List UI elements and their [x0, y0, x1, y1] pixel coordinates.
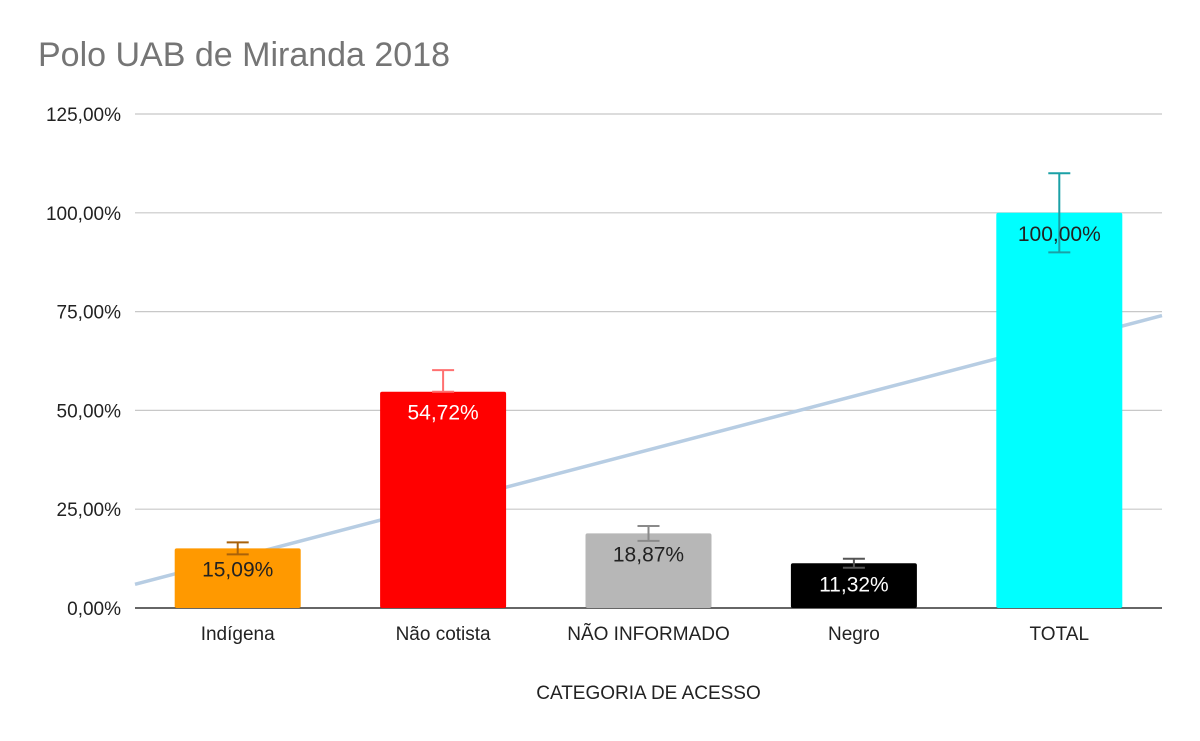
data-label: 54,72%	[407, 402, 478, 425]
bar	[996, 212, 1123, 609]
x-category-label: NÃO INFORMADO	[567, 623, 730, 645]
data-labels-group: 15,09% 54,72% 18,87% 11,32% 100,00%	[202, 223, 1101, 596]
x-category-label: TOTAL	[1030, 624, 1089, 645]
x-axis-title: CATEGORIA DE ACESSO	[536, 683, 761, 704]
chart-title: Polo UAB de Miranda 2018	[38, 36, 451, 74]
trendline-group	[134, 313, 1163, 586]
gridlines	[135, 113, 1162, 609]
y-tick-label: 25,00%	[57, 500, 122, 521]
y-tick-label: 0,00%	[67, 599, 121, 620]
data-label: 18,87%	[613, 543, 684, 566]
data-label: 11,32%	[819, 573, 889, 596]
bar	[790, 563, 917, 608]
x-category-label: Não cotista	[396, 624, 491, 645]
y-tick-label: 125,00%	[46, 105, 121, 126]
data-label: 100,00%	[1018, 223, 1101, 246]
x-category-label: Negro	[828, 624, 880, 645]
trendline	[134, 313, 1163, 586]
error-bars-group	[226, 172, 1071, 569]
x-category-label: Indígena	[201, 624, 275, 645]
y-axis-ticks: 0,00% 25,00% 50,00% 75,00% 100,00% 125,00%	[46, 105, 121, 620]
bars-group	[174, 212, 1123, 609]
bar	[174, 548, 301, 608]
x-axis-categories: Indígena Não cotista NÃO INFORMADO Negro TOT…	[201, 623, 1089, 645]
bar	[585, 533, 712, 608]
bar	[380, 391, 507, 608]
data-label: 15,09%	[202, 558, 273, 581]
y-tick-label: 100,00%	[46, 204, 121, 225]
y-tick-label: 75,00%	[57, 303, 122, 324]
y-tick-label: 50,00%	[57, 401, 122, 422]
